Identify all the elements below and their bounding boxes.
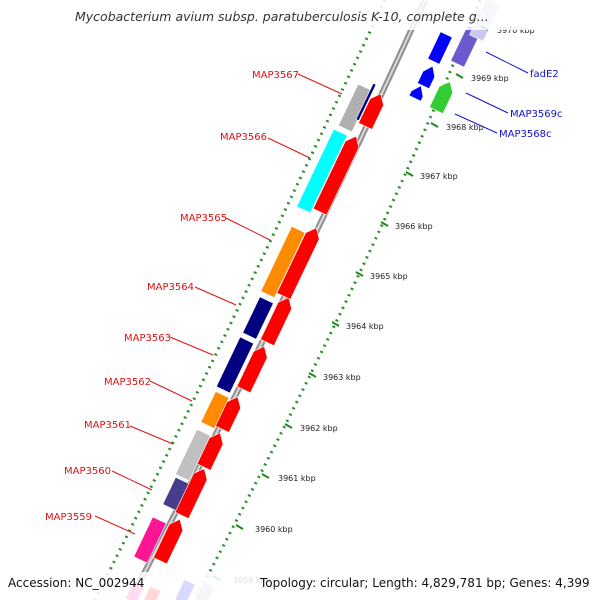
tick-mark — [308, 372, 317, 378]
gene-label-map3559: MAP3559 — [45, 512, 92, 523]
tick-mark — [405, 171, 414, 177]
accession-text: Accession: NC_002944 — [8, 576, 144, 590]
tick-label: 3960 kbp — [255, 525, 293, 534]
gene-label-fade2: fadE2 — [530, 69, 559, 80]
tick-mark — [284, 423, 293, 429]
gene-label-map3566: MAP3566 — [220, 132, 267, 143]
gene-block-map3562 — [200, 391, 230, 429]
cds-arrow-3 — [196, 432, 224, 471]
leader-line-map3559 — [94, 515, 136, 535]
tick-ring-outer — [93, 0, 387, 600]
tick-label: 3967 kbp — [420, 172, 458, 181]
cds-arrow-1 — [152, 518, 184, 565]
cds-arrow-2 — [174, 468, 208, 519]
cds-arrow-7 — [276, 227, 320, 300]
gene-block-top-blue-3 — [408, 85, 424, 102]
tick-label: 3965 kbp — [370, 272, 408, 281]
cds-arrow-5 — [236, 345, 268, 394]
tick-mark — [380, 221, 389, 227]
tick-mark — [355, 271, 364, 277]
tick-mark — [235, 524, 244, 530]
tick-label: 3962 kbp — [300, 424, 338, 433]
gene-block-map3559 — [133, 516, 167, 564]
gene-block-map3566 — [296, 128, 348, 214]
leader-line-map3562 — [149, 380, 193, 402]
label-layer: MAP3559 MAP3560 MAP3561 MAP3562 MAP3563 MAP35… — [45, 51, 562, 535]
tick-mark — [331, 321, 340, 327]
gene-block-top-blue-2 — [416, 65, 436, 90]
leader-line-map3560 — [111, 470, 153, 491]
tick-mark — [430, 122, 439, 128]
gene-block-map3563 — [216, 336, 254, 394]
leader-line-map3567 — [297, 73, 343, 95]
topology-text: Topology: circular; Length: 4,829,781 bp… — [259, 576, 590, 590]
gene-block-map3564 — [242, 296, 274, 340]
leader-line-map3566 — [267, 137, 311, 159]
map-title: Mycobacterium avium subsp. paratuberculo… — [75, 9, 489, 24]
feature-layer — [124, 0, 501, 600]
leader-line-map3568c — [454, 113, 498, 134]
leader-line-map3564 — [194, 286, 237, 306]
leader-line-fade2 — [485, 51, 529, 74]
cds-arrow-8 — [312, 135, 360, 216]
gene-label-map3562: MAP3562 — [104, 377, 151, 388]
gene-label-map3569c: MAP3569c — [510, 109, 562, 120]
gene-label-map3567: MAP3567 — [252, 70, 299, 81]
gene-label-map3565: MAP3565 — [180, 213, 227, 224]
title-background — [0, 0, 600, 30]
cds-arrow-9 — [358, 93, 384, 130]
tick-label: 3964 kbp — [346, 322, 384, 331]
leader-line-map3565 — [225, 217, 271, 241]
gene-label-map3561: MAP3561 — [84, 420, 131, 431]
gene-block-top-blue-1 — [427, 31, 453, 65]
tick-mark — [455, 73, 464, 79]
gene-label-map3560: MAP3560 — [64, 466, 111, 477]
gene-label-map3563: MAP3563 — [124, 333, 171, 344]
leader-line-map3561 — [129, 425, 174, 445]
gene-block-map3567-mark — [355, 83, 377, 121]
gene-label-map3568c: MAP3568c — [499, 129, 551, 140]
gene-block-map3568c — [428, 81, 454, 114]
cds-arrow-6 — [260, 297, 292, 347]
tick-label: 3969 kbp — [471, 74, 509, 83]
gene-block-map3561 — [175, 428, 211, 482]
tick-label: 3970 kbp — [497, 26, 535, 35]
cds-arrow-4 — [215, 396, 241, 433]
tick-label: 3963 kbp — [323, 373, 361, 382]
leader-line-map3563 — [169, 336, 214, 356]
tick-label: 3968 kbp — [446, 123, 484, 132]
gene-block-map3565 — [260, 226, 306, 298]
tick-ring-inner — [193, 0, 482, 600]
gene-label-map3564: MAP3564 — [147, 282, 194, 293]
leader-line-map3569c — [465, 92, 509, 114]
tick-label: 3966 kbp — [395, 222, 433, 231]
footer-background — [0, 572, 600, 600]
tick-label: 3961 kbp — [278, 474, 316, 483]
tick-mark — [261, 473, 270, 479]
